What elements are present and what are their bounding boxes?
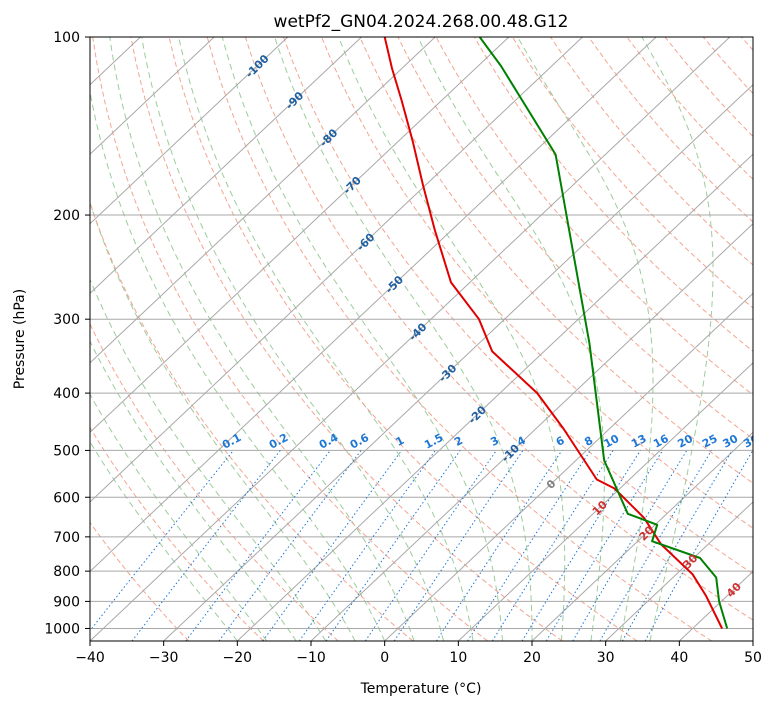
sounding-profiles <box>383 37 729 629</box>
x-tick-label: 40 <box>670 650 688 666</box>
y-tick-label: 300 <box>53 312 80 328</box>
mixing-ratio-line <box>435 450 563 641</box>
mixing-ratio-line <box>325 450 461 641</box>
y-tick-label: 900 <box>53 594 80 610</box>
mixing-ratio-line <box>467 450 591 641</box>
x-tick-label: −30 <box>149 650 179 666</box>
y-tick-label: 800 <box>53 564 80 580</box>
mixing-ratio-label: 25 <box>700 432 720 451</box>
x-axis-label: Temperature (°C) <box>360 681 482 697</box>
x-tick-label: −10 <box>296 650 326 666</box>
y-tick-label: 600 <box>53 490 80 506</box>
isotherm-line <box>310 223 753 641</box>
mixing-ratio-line <box>393 450 524 641</box>
mixing-ratio-line <box>262 450 403 641</box>
isotherm-line <box>90 37 731 641</box>
dry-adiabat-line <box>283 37 753 575</box>
moist-adiabat-line <box>90 201 356 641</box>
moist-adiabat-line <box>274 37 533 641</box>
mixing-ratio-line <box>90 450 234 632</box>
mixing-ratio-line <box>644 450 753 641</box>
x-tick-label: 10 <box>449 650 467 666</box>
isotherm-line <box>384 292 753 641</box>
mixing-ratio-label: 13 <box>629 432 649 451</box>
moist-adiabats <box>90 37 714 641</box>
dry-adiabat-line <box>92 37 488 641</box>
y-axis-ticks: 100 200 300 400 500 600 700 800 900 1000 <box>44 30 90 637</box>
isotherm-line <box>90 37 215 155</box>
y-tick-label: 200 <box>53 208 80 224</box>
x-tick-label: 0 <box>380 650 389 666</box>
dry-adiabat-line <box>244 37 753 621</box>
y-tick-label: 700 <box>53 530 80 546</box>
mixing-ratio-line <box>364 450 497 641</box>
dry-adiabat-line <box>359 37 753 484</box>
moist-adiabat-line <box>517 37 654 641</box>
mixing-ratio-label: 10 <box>602 432 622 451</box>
dry-adiabats <box>90 37 753 641</box>
mixing-ratio-line <box>185 450 331 641</box>
mixing-ratio-line <box>298 450 436 641</box>
isotherm-grid <box>90 37 753 641</box>
y-tick-label: 500 <box>53 443 80 459</box>
isotherm-line <box>90 37 362 294</box>
moist-adiabat-line <box>90 393 268 641</box>
dry-adiabat-line <box>90 201 414 641</box>
dry-adiabat-line <box>435 37 753 396</box>
mixing-ratio-line <box>218 450 362 641</box>
plot-area: 0.1 0.2 0.4 0.6 1 1.5 2 3 4 6 8 10 13 16 20 25 30 36-100-… <box>90 37 761 641</box>
moist-adiabat-line <box>178 37 474 641</box>
moist-adiabat-line <box>90 340 297 641</box>
x-tick-label: −40 <box>75 650 105 666</box>
isotherm-line <box>90 37 436 364</box>
y-tick-label: 100 <box>53 30 80 46</box>
y-axis-label: Pressure (hPa) <box>12 289 28 389</box>
isotherm-line <box>90 37 657 573</box>
mixing-ratio-lines <box>90 450 753 641</box>
moist-adiabat-line <box>641 37 714 641</box>
dry-adiabat-line <box>90 426 264 641</box>
mixing-ratio-label: 16 <box>651 432 671 451</box>
moist-adiabat-line <box>90 89 386 641</box>
isotherm-line <box>90 37 583 503</box>
mixing-ratio-label: 36 <box>741 432 761 451</box>
isotherm-line <box>236 153 753 641</box>
x-tick-label: 20 <box>523 650 541 666</box>
isotherm-line <box>605 501 753 641</box>
x-tick-label: 50 <box>744 650 762 666</box>
y-tick-label: 400 <box>53 386 80 402</box>
isotherm-line <box>90 37 510 434</box>
moist-adiabat-line <box>141 37 445 641</box>
mixing-ratio-line <box>545 450 664 641</box>
isotherm-line <box>163 83 753 641</box>
y-tick-label: 1000 <box>44 621 80 637</box>
mixing-ratio-label: 30 <box>721 432 741 451</box>
dry-adiabat-line <box>90 521 190 641</box>
x-tick-label: 30 <box>597 650 615 666</box>
moist-adiabat-line <box>109 37 415 641</box>
pressure-grid <box>90 37 753 629</box>
plot-frame <box>89 36 754 642</box>
isotherm-line <box>531 431 753 641</box>
temperature-profile <box>383 37 723 629</box>
mixing-ratio-line <box>521 450 641 641</box>
moist-adiabat-line <box>221 37 503 641</box>
moist-adiabat-line <box>90 440 238 641</box>
mixing-ratio-label: 20 <box>675 432 695 451</box>
moist-adiabat-line <box>417 37 605 641</box>
dewpoint-profile <box>478 37 729 629</box>
chart-title: wetPf2_GN04.2024.268.00.48.G12 <box>274 12 569 32</box>
isotherm-line <box>90 37 289 225</box>
isotherm-line <box>457 362 753 641</box>
x-tick-label: −20 <box>223 650 253 666</box>
dry-adiabat-line <box>511 37 753 309</box>
moist-adiabat-line <box>338 37 566 641</box>
dry-adiabat-line <box>130 37 563 641</box>
x-axis-ticks: −40 −30 −20 −10 0 10 20 30 40 50 <box>75 641 762 666</box>
dry-adiabat-line <box>168 37 638 641</box>
